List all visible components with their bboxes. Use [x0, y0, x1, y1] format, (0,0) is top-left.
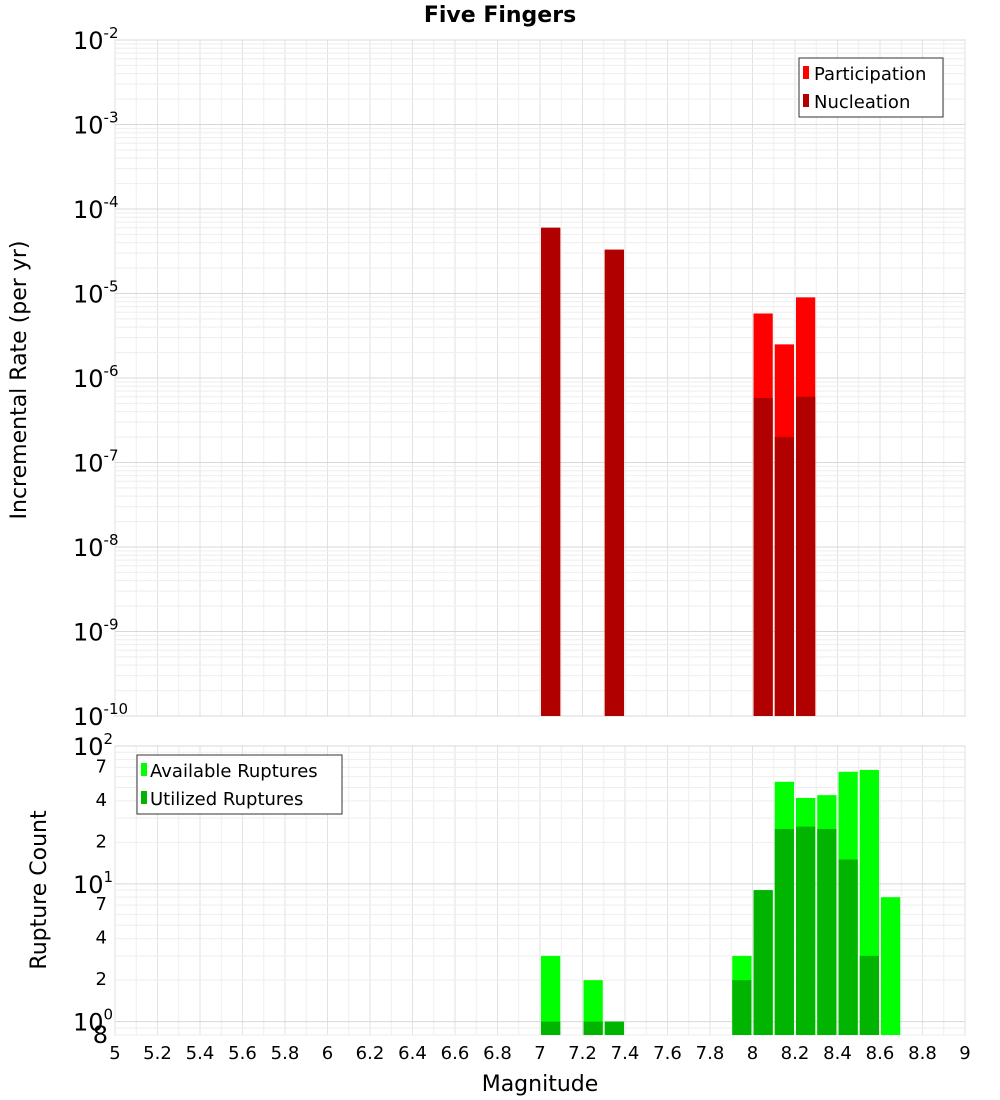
count-secondary-bar	[838, 859, 858, 1035]
x-tick-label: 7.2	[568, 1043, 597, 1064]
bottom-y-minor-tick-label: 2	[96, 831, 107, 852]
nucleation-legend-label: Nucleation	[814, 92, 910, 113]
available-ruptures-legend-swatch	[141, 763, 147, 776]
top-y-tick-label: 10-6	[73, 362, 119, 393]
x-tick-label: 5.6	[228, 1043, 257, 1064]
bottom-legend-box	[136, 754, 343, 815]
rate-secondary-bar	[604, 249, 624, 716]
x-tick-label: 5.8	[271, 1043, 300, 1064]
top-y-axis-label: Incremental Rate (per yr)	[7, 241, 32, 520]
rate-secondary-bar	[796, 396, 816, 716]
count-primary-bar	[541, 955, 561, 1035]
top-y-tick-label: 10-8	[73, 531, 119, 562]
bottom-y-minor-tick-label: 7	[96, 894, 107, 915]
bottom-y-major-tick-label: 101	[73, 868, 113, 899]
bottom-y-minor-tick-label: 4	[96, 790, 107, 811]
x-tick-label: 7	[534, 1043, 545, 1064]
x-tick-label: 5.4	[186, 1043, 215, 1064]
top-y-tick-label: 10-3	[73, 109, 119, 140]
top-y-tick-label: 10-10	[73, 700, 128, 731]
x-tick-label: 7.4	[611, 1043, 640, 1064]
x-tick-label: 8.2	[781, 1043, 810, 1064]
top-y-tick-label: 10-7	[73, 447, 119, 478]
x-tick-label: 5.2	[143, 1043, 172, 1064]
top-y-tick-label: 10-4	[73, 193, 119, 224]
top-legend-box	[798, 57, 944, 118]
x-tick-label: 6.2	[356, 1043, 385, 1064]
x-tick-label: 5	[109, 1043, 120, 1064]
nucleation-legend-swatch	[803, 94, 809, 107]
x-tick-label: 9	[959, 1043, 970, 1064]
rate-secondary-bar	[541, 227, 561, 716]
participation-legend-swatch	[803, 66, 809, 79]
utilized-ruptures-legend-swatch	[141, 791, 147, 804]
bottom-y-major-tick-label: 100	[73, 1006, 113, 1037]
count-secondary-bar	[796, 826, 816, 1035]
rate-secondary-bar	[753, 397, 773, 716]
top-y-tick-labels: 10-10 10-9 10-8 10-7 10-6 10-5 10-4 10-3 10-2	[73, 24, 128, 731]
top-grid	[114, 39, 966, 717]
bottom-y-minor-tick-label: 7	[96, 756, 107, 777]
bottom-y-minor-tick-label: 2	[96, 969, 107, 990]
count-secondary-bar	[774, 828, 794, 1035]
bottom-bars	[541, 769, 901, 1035]
count-secondary-bar	[604, 1021, 624, 1035]
count-secondary-bar	[859, 955, 879, 1035]
bottom-y-minor-tick-label: 4	[96, 928, 107, 949]
bottom-y-axis-label: Rupture Count	[27, 810, 52, 970]
x-tick-label: 6.6	[441, 1043, 470, 1064]
x-axis-label: Magnitude	[482, 1072, 599, 1097]
available-ruptures-legend-label: Available Ruptures	[150, 761, 318, 782]
count-secondary-bar	[753, 890, 773, 1035]
count-secondary-bar	[817, 828, 837, 1035]
top-y-tick-label: 10-2	[73, 24, 119, 55]
count-secondary-bar	[541, 1021, 561, 1035]
utilized-ruptures-legend-label: Utilized Ruptures	[150, 789, 303, 810]
rate-secondary-bar	[774, 437, 794, 716]
x-tick-label: 6.4	[398, 1043, 427, 1064]
count-secondary-bar	[732, 980, 752, 1035]
count-primary-bar	[583, 980, 603, 1035]
count-secondary-bar	[583, 1021, 603, 1035]
x-tick-label: 7.8	[696, 1043, 725, 1064]
bottom-y-major-tick-label: 102	[73, 730, 113, 761]
top-y-tick-label: 10-5	[73, 278, 119, 309]
x-tick-labels: 5 5.2 5.4 5.6 5.8 6 6.2 6.4 6.6 6.8 7 7.2 7.4 7.6 7.8 8…	[109, 1043, 970, 1064]
x-tick-label: 6.8	[483, 1043, 512, 1064]
top-y-tick-label: 10-9	[73, 616, 119, 647]
top-legend: Participation Nucleation	[798, 57, 944, 118]
x-tick-label: 8.6	[866, 1043, 895, 1064]
bottom-y-tick-labels: 100 101 102 8 2 4 7 2 4 7	[73, 730, 113, 1049]
x-tick-label: 8.4	[823, 1043, 852, 1064]
top-bars	[541, 227, 816, 716]
bottom-y-minor-tick-label: 8	[93, 1021, 108, 1049]
x-tick-label: 7.6	[653, 1043, 682, 1064]
x-tick-label: 8.8	[908, 1043, 937, 1064]
x-tick-label: 8	[747, 1043, 758, 1064]
participation-legend-label: Participation	[814, 64, 926, 85]
count-primary-bar	[881, 897, 901, 1035]
x-tick-label: 6	[322, 1043, 333, 1064]
chart-title: Five Fingers	[424, 3, 576, 28]
bottom-legend: Available Ruptures Utilized Ruptures	[136, 754, 343, 815]
